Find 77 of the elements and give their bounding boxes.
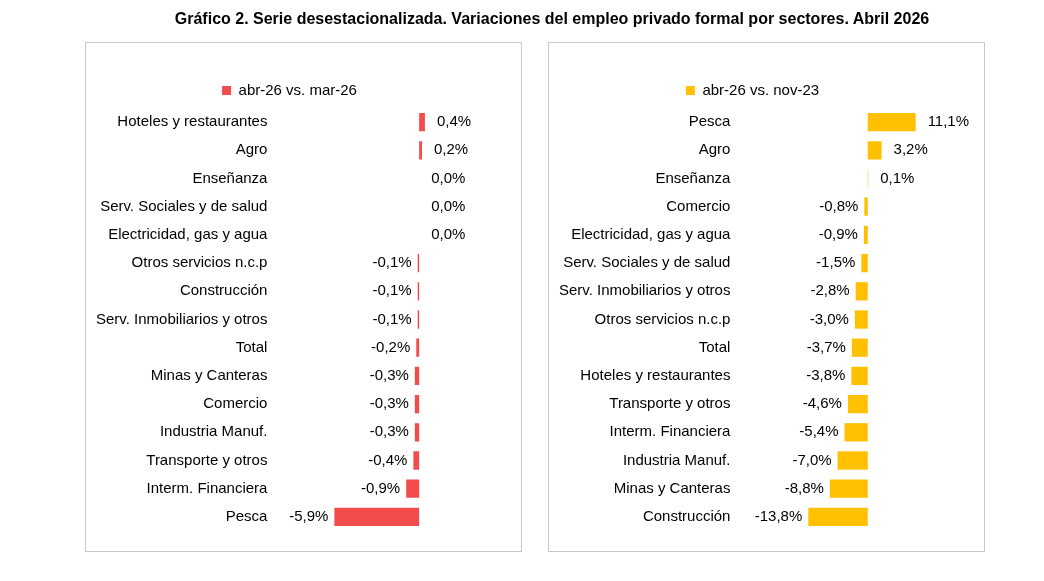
data-label: 0,4% bbox=[436, 112, 472, 130]
bar bbox=[867, 112, 916, 132]
y-tick-label: Pesca bbox=[688, 112, 732, 130]
y-tick-label: Comercio bbox=[666, 196, 731, 214]
data-label: -0,3% bbox=[369, 422, 409, 440]
y-tick-label: Minas y Canteras bbox=[150, 366, 268, 384]
data-label: 0,0% bbox=[431, 168, 466, 186]
y-tick-label: Enseñanza bbox=[192, 168, 269, 186]
y-tick-label: Transporte y otros bbox=[609, 394, 731, 412]
y-tick-label: Electricidad, gas y agua bbox=[108, 225, 269, 243]
bar bbox=[851, 366, 868, 386]
bar bbox=[837, 451, 868, 470]
legend-label: abr-26 vs. nov-23 bbox=[702, 80, 820, 98]
bar bbox=[829, 479, 868, 498]
y-tick-label: Agro bbox=[698, 140, 731, 158]
data-label: -3,0% bbox=[809, 309, 849, 327]
y-tick-label: Serv. Sociales y de salud bbox=[563, 253, 731, 271]
data-label: -2,8% bbox=[810, 281, 850, 299]
y-tick-label: Construcción bbox=[642, 507, 731, 525]
y-tick-label: Total bbox=[698, 337, 731, 355]
bar bbox=[844, 423, 868, 442]
data-label: 0,0% bbox=[431, 196, 466, 214]
bar bbox=[861, 253, 868, 273]
y-tick-label: Otros servicios n.c.p bbox=[131, 253, 268, 271]
data-label: -0,2% bbox=[371, 337, 411, 355]
y-tick-label: Enseñanza bbox=[655, 168, 732, 186]
y-tick-label: Total bbox=[235, 337, 268, 355]
bar bbox=[854, 310, 868, 329]
y-tick-label: Interm. Financiera bbox=[609, 422, 732, 440]
bar bbox=[867, 141, 882, 160]
data-label: -1,5% bbox=[816, 253, 856, 271]
data-label: -0,9% bbox=[361, 478, 401, 496]
y-tick-label: Agro bbox=[235, 140, 268, 158]
y-tick-label: Transporte y otros bbox=[146, 450, 268, 468]
data-label: -0,3% bbox=[369, 394, 409, 412]
data-label: -0,3% bbox=[369, 366, 409, 384]
bar bbox=[808, 507, 868, 527]
bar bbox=[864, 197, 868, 216]
y-tick-label: Serv. Inmobiliarios y otros bbox=[95, 309, 268, 327]
y-tick-label: Interm. Financiera bbox=[146, 478, 269, 496]
y-tick-label: Minas y Canteras bbox=[613, 478, 731, 496]
data-label: -7,0% bbox=[792, 450, 832, 468]
data-label: -0,9% bbox=[818, 225, 858, 243]
bar bbox=[855, 282, 868, 301]
y-tick-label: Hoteles y restaurantes bbox=[117, 112, 268, 130]
data-label: 11,1% bbox=[927, 112, 970, 130]
y-tick-label: Hoteles y restaurantes bbox=[580, 366, 731, 384]
data-label: -5,9% bbox=[289, 507, 329, 525]
bar bbox=[863, 225, 868, 245]
y-tick-label: Otros servicios n.c.p bbox=[594, 309, 731, 327]
data-label: 0,2% bbox=[434, 140, 469, 158]
data-label: 3,2% bbox=[893, 140, 928, 158]
data-label: -0,8% bbox=[819, 196, 859, 214]
y-tick-label: Construcción bbox=[179, 281, 268, 299]
y-tick-label: Pesca bbox=[225, 507, 269, 525]
data-label: -8,8% bbox=[784, 478, 824, 496]
y-tick-label: Electricidad, gas y agua bbox=[571, 225, 732, 243]
bar bbox=[851, 338, 868, 357]
y-tick-label: Serv. Inmobiliarios y otros bbox=[558, 281, 731, 299]
data-label: 0,0% bbox=[431, 225, 466, 243]
data-label: -0,1% bbox=[372, 253, 412, 271]
data-label: -13,8% bbox=[754, 507, 803, 525]
data-label: -4,6% bbox=[802, 394, 842, 412]
data-label: -0,1% bbox=[372, 309, 412, 327]
legend-label: abr-26 vs. mar-26 bbox=[238, 80, 357, 98]
data-label: -3,8% bbox=[806, 366, 846, 384]
text: Gráfico 2. Serie desestacionalizada. Variaciones del empleo privado formal por sectores. Abril 2026 bbox=[173, 10, 931, 28]
y-tick-label: Serv. Sociales y de salud bbox=[100, 196, 268, 214]
data-label: -0,1% bbox=[372, 281, 412, 299]
data-label: 0,1% bbox=[880, 168, 915, 186]
y-tick-label: Industria Manuf. bbox=[159, 422, 268, 440]
y-tick-label: Industria Manuf. bbox=[622, 450, 731, 468]
data-label: -5,4% bbox=[799, 422, 839, 440]
data-label: -0,4% bbox=[368, 450, 408, 468]
y-tick-label: Comercio bbox=[203, 394, 268, 412]
data-label: -3,7% bbox=[806, 337, 846, 355]
bar bbox=[847, 394, 868, 414]
